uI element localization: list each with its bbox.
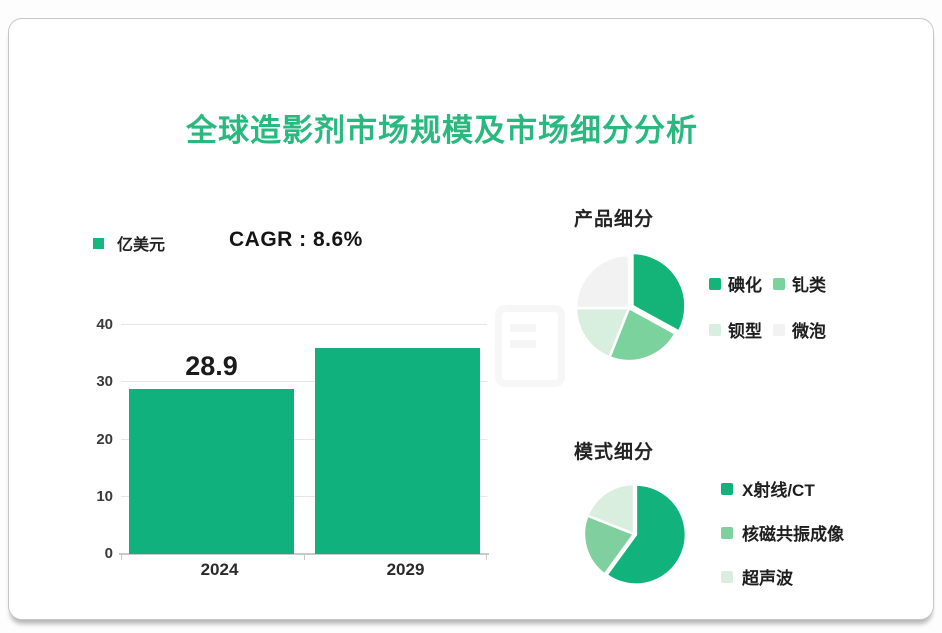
watermark [495,305,565,387]
pie2-heading: 模式细分 [574,442,655,463]
cagr-label: CAGR : 8.6% [229,228,363,251]
y-tick-label-10: 10 [96,487,113,505]
bar-2024 [129,388,294,554]
product-segmentation-pie [574,251,687,363]
x-axis-tick [486,555,487,560]
bar-chart-plot-area: 28.9 [119,324,489,560]
bar-chart-y-axis: 0 10 20 30 40 [67,316,113,562]
pie-slice-碘化 [631,251,687,333]
x-axis-line [119,553,489,555]
bar-2029 [315,347,480,554]
modality-segmentation-pie [582,482,688,586]
y-tick-label-0: 0 [104,545,113,562]
legend-item-钡型: 钡型 [709,317,773,342]
legend-label: 钡型 [728,322,762,341]
pie-slice-钆类 [608,306,677,363]
bar-2024-value-label: 28.9 [185,350,238,381]
legend-marker-icon [721,526,733,539]
legend-item-钆类: 钆类 [773,271,837,296]
y-tick-label-20: 20 [96,430,113,448]
gridline-10 [121,495,487,497]
legend-label: 微泡 [792,322,826,341]
gridline-20 [121,438,487,440]
legend-marker-icon [709,277,721,290]
legend-label: 超声波 [742,569,793,588]
legend-label: X射线/CT [742,481,815,500]
x-axis-tick [304,555,305,560]
x-tick-label-2024: 2024 [200,560,239,579]
legend-marker-icon [709,323,721,336]
legend-row: 钡型 微泡 [709,317,837,342]
unit-legend-marker-icon [93,237,104,249]
pie2-legend: X射线/CT 核磁共振成像 超声波 [721,477,844,588]
legend-item-超声波: 超声波 [721,565,844,588]
chart-card: 全球造影剂市场规模及市场细分分析 亿美元 CAGR : 8.6% 0 10 20 30… [8,18,934,620]
y-tick-label-40: 40 [96,316,113,333]
pie1-heading: 产品细分 [574,209,655,230]
gridline-40 [121,324,487,325]
page-title: 全球造影剂市场规模及市场细分分析 [186,113,698,148]
y-tick-label-30: 30 [96,373,113,391]
legend-label: 核磁共振成像 [742,525,844,544]
x-axis-tick [121,555,122,560]
pie-slice-X射线/CT [605,483,688,586]
legend-marker-icon [773,323,785,336]
legend-row: 碘化 钆类 [709,271,837,296]
legend-item-碘化: 碘化 [709,271,773,296]
pie-slice-微泡 [574,253,631,310]
pie-slice-超声波 [586,482,636,536]
legend-marker-icon [773,277,785,290]
legend-marker-icon [721,482,733,495]
pie-slice-钡型 [574,306,631,359]
pie1-legend: 碘化 钆类钡型 微泡 [709,271,837,342]
legend-label: 钆类 [792,276,826,295]
gridline-30 [121,381,487,383]
x-tick-label-2029: 2029 [386,560,425,579]
bar-chart-x-axis: 2024 2029 [121,560,487,584]
legend-marker-icon [721,570,733,583]
legend-item-X射线/CT: X射线/CT [721,477,844,500]
bar-unit-legend: 亿美元 [93,231,165,255]
legend-label: 碘化 [728,276,762,295]
unit-legend-label: 亿美元 [117,237,166,254]
legend-item-微泡: 微泡 [773,317,837,342]
legend-item-核磁共振成像: 核磁共振成像 [721,521,844,544]
